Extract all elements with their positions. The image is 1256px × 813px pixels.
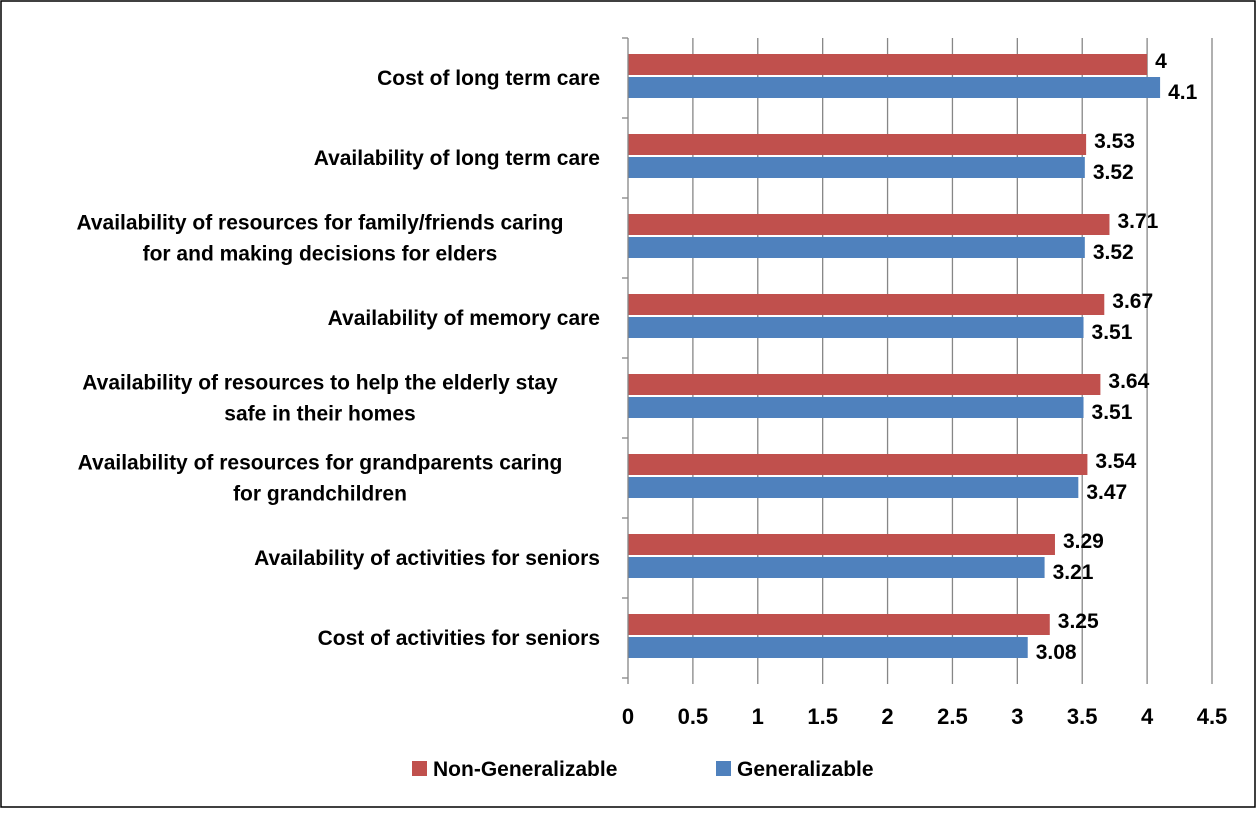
data-label: 3.52 [1093, 241, 1134, 264]
category-label: Cost of activities for seniors [318, 627, 600, 650]
bar [628, 294, 1105, 315]
category-label: for grandchildren [233, 483, 407, 506]
legend: Non-Generalizable Generalizable [412, 758, 874, 781]
x-tick-label: 1.5 [807, 704, 838, 729]
x-tick-label: 2.5 [937, 704, 968, 729]
x-tick-label: 1 [752, 704, 764, 729]
labels: 44.1 Cost of long term care 3.53 3.52 Availa… [76, 50, 1197, 664]
x-tick-label: 3 [1011, 704, 1023, 729]
x-tick-label: 3.5 [1067, 704, 1098, 729]
x-tick-label: 0.5 [678, 704, 709, 729]
bar [628, 134, 1087, 155]
bar [628, 534, 1055, 555]
data-label: 3.25 [1058, 610, 1099, 633]
category-label: Availability of long term care [314, 147, 600, 170]
bar [628, 397, 1084, 418]
data-label: 3.64 [1108, 370, 1149, 393]
data-label: 3.52 [1093, 161, 1134, 184]
data-label: 3.71 [1117, 210, 1158, 233]
bar [628, 477, 1079, 498]
bar [628, 557, 1045, 578]
data-label: 4.1 [1168, 81, 1198, 104]
legend-label: Non-Generalizable [433, 758, 617, 781]
category-label: Cost of long term care [377, 67, 600, 90]
bar [628, 454, 1088, 475]
data-label: 4 [1155, 50, 1167, 73]
axes: 0 0.5 1 1.5 2 2.5 3 3.5 4 4.5 [622, 37, 1228, 729]
legend-swatch [412, 761, 427, 776]
x-tick-label: 4.5 [1197, 704, 1228, 729]
x-tick-label: 0 [622, 704, 634, 729]
bar [628, 54, 1148, 75]
legend-swatch [716, 761, 731, 776]
category-label: safe in their homes [224, 403, 415, 426]
category-label: Availability of memory care [328, 307, 600, 330]
data-label: 3.21 [1053, 561, 1094, 584]
bar [628, 157, 1085, 178]
data-label: 3.51 [1092, 321, 1133, 344]
data-label: 3.53 [1094, 130, 1135, 153]
category-label: Availability of resources for family/fri… [76, 212, 563, 235]
data-label: 3.47 [1086, 481, 1127, 504]
bar [628, 77, 1161, 98]
bar [628, 637, 1028, 658]
category-label: Availability of activities for seniors [254, 547, 600, 570]
category-label: for and making decisions for elders [143, 243, 498, 266]
bars [628, 54, 1161, 658]
bar [628, 237, 1085, 258]
data-label: 3.67 [1112, 290, 1153, 313]
x-tick-label: 2 [881, 704, 893, 729]
category-label: Availability of resources for grandparen… [78, 452, 563, 475]
bar [628, 214, 1110, 235]
bar [628, 374, 1101, 395]
data-label: 3.08 [1036, 641, 1077, 664]
bar [628, 614, 1050, 635]
data-label: 3.54 [1095, 450, 1136, 473]
legend-label: Generalizable [737, 758, 874, 781]
category-label: Availability of resources to help the el… [82, 372, 558, 395]
data-label: 3.51 [1092, 401, 1133, 424]
data-label: 3.29 [1063, 530, 1104, 553]
x-tick-label: 4 [1141, 704, 1154, 729]
bar [628, 317, 1084, 338]
